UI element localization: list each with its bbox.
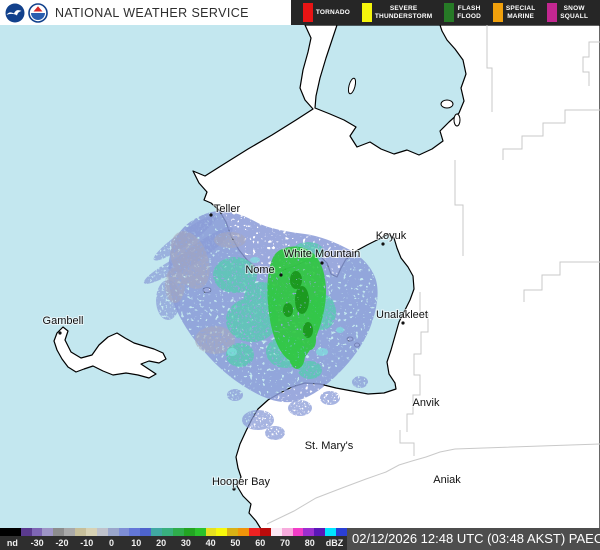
colorbar-segment: [259, 528, 271, 536]
colorbar-segment: [183, 528, 195, 536]
city-label-st-marys: St. Mary's: [305, 440, 354, 452]
city-label-gambell: Gambell: [43, 315, 84, 327]
colorbar-label: 20: [156, 538, 167, 548]
legend-item-flash-flood: FLASH FLOOD: [444, 3, 481, 22]
colorbar-segment: [162, 528, 173, 536]
city-dot-gambell: [58, 331, 62, 335]
snow-squall-swatch: [547, 3, 558, 22]
legend-item-snow-squall: SNOW SQUALL: [547, 3, 588, 22]
colorbar-segment: [0, 528, 21, 536]
colorbar-segment: [336, 528, 347, 536]
colorbar-segment: [227, 528, 239, 536]
colorbar-segment: [151, 528, 163, 536]
colorbar-segment: [31, 528, 43, 536]
bottom-status-bar: nd -30 -20 -10 0 10 20 30 40 50 60 70 80 dBZ 02/12/20…: [0, 528, 600, 550]
radar-map[interactable]: Teller Nome White Mountain Koyuk Unalakl…: [0, 25, 600, 550]
colorbar-label: 60: [255, 538, 266, 548]
city-dot-nome: [279, 273, 283, 277]
colorbar-label: -20: [55, 538, 69, 548]
colorbar-tick-labels: nd -30 -20 -10 0 10 20 30 40 50 60 70 80 dBZ: [0, 536, 347, 550]
city-label-teller: Teller: [214, 203, 241, 215]
colorbar-segment: [42, 528, 54, 536]
echo-cyan-specks: [227, 257, 344, 356]
islet-kotzebue: [453, 113, 461, 127]
city-dot-unalakleet: [401, 321, 405, 325]
colorbar-label: 0: [109, 538, 115, 548]
city-dot-koyuk: [381, 242, 385, 246]
forecast-zone-boundaries: [266, 25, 600, 525]
colorbar-label: -10: [80, 538, 94, 548]
colorbar-label: -30: [30, 538, 44, 548]
special-marine-swatch: [492, 3, 503, 22]
island-chamisso: [347, 77, 357, 95]
colorbar-gradient-strip: [0, 528, 347, 536]
colorbar-label: 70: [279, 538, 290, 548]
colorbar-segment: [129, 528, 141, 536]
tornado-swatch: [302, 3, 313, 22]
flash-flood-swatch: [444, 3, 455, 22]
city-label-white-mountain: White Mountain: [284, 248, 360, 260]
colorbar-segment: [96, 528, 108, 536]
radar-echo-layer: [143, 211, 378, 440]
colorbar-segment: [292, 528, 304, 536]
colorbar-segment: [281, 528, 293, 536]
land-mainland-alaska: [192, 25, 600, 550]
colorbar-segment: [140, 528, 152, 536]
city-labels: Teller Nome White Mountain Koyuk Unalakl…: [42, 202, 463, 489]
colorbar-segment: [249, 528, 260, 536]
legend-item-tornado: TORNADO: [302, 3, 350, 22]
colorbar-segment: [85, 528, 97, 536]
agency-title: NATIONAL WEATHER SERVICE: [55, 5, 249, 20]
severe-thunderstorm-swatch: [361, 3, 372, 22]
echo-gray-patches: [165, 231, 246, 354]
colorbar-segment: [325, 528, 337, 536]
colorbar-segment: [216, 528, 228, 536]
city-label-hooper-bay: Hooper Bay: [212, 476, 271, 488]
colorbar-label: dBZ: [325, 538, 344, 548]
colorbar-label: 40: [205, 538, 216, 548]
colorbar-label: 80: [304, 538, 315, 548]
legend-item-special-marine: SPECIAL MARINE: [492, 3, 535, 22]
colorbar-segment: [270, 528, 282, 536]
colorbar-segment: [172, 528, 184, 536]
city-label-nome: Nome: [245, 264, 274, 276]
city-label-unalakleet: Unalakleet: [376, 309, 428, 321]
city-label-aniak: Aniak: [433, 474, 461, 486]
colorbar-segment: [194, 528, 206, 536]
sea-kotzebue-sound: [314, 25, 467, 156]
echo-south-scatter: [227, 376, 368, 440]
nws-logo-icon: [28, 2, 48, 23]
legend-item-severe-thunderstorm: SEVERE THUNDERSTORM: [361, 3, 433, 22]
colorbar-segment: [53, 528, 65, 536]
city-markers: [58, 213, 405, 491]
colorbar-segment: [303, 528, 315, 536]
colorbar-segment: [314, 528, 326, 536]
colorbar-segment: [75, 528, 86, 536]
warning-legend: TORNADO SEVERE THUNDERSTORM FLASH FLOOD …: [291, 0, 600, 25]
city-dot-white-mountain: [320, 261, 324, 265]
city-label-anvik: Anvik: [413, 397, 440, 409]
reflectivity-colorbar: nd -30 -20 -10 0 10 20 30 40 50 60 70 80 dBZ: [0, 528, 347, 550]
echo-dark-green: [283, 271, 313, 338]
land-st-lawrence-island: [53, 326, 167, 379]
radar-timestamp: 02/12/2026 12:48 UTC (03:48 AKST) PAEC: [347, 528, 600, 550]
island-choris: [440, 99, 454, 109]
colorbar-segment: [107, 528, 119, 536]
colorbar-segment: [238, 528, 250, 536]
header-bar: NATIONAL WEATHER SERVICE TORNADO SEVERE …: [0, 0, 600, 25]
colorbar-segment: [205, 528, 217, 536]
colorbar-segment: [118, 528, 130, 536]
city-dot-hooper-bay: [232, 487, 236, 491]
colorbar-label: 50: [230, 538, 241, 548]
colorbar-segment: [64, 528, 76, 536]
colorbar-label: nd: [6, 538, 18, 548]
colorbar-segment: [20, 528, 32, 536]
colorbar-label: 10: [131, 538, 142, 548]
city-label-koyuk: Koyuk: [376, 230, 407, 242]
city-dot-teller: [209, 213, 213, 217]
colorbar-label: 30: [180, 538, 191, 548]
agency-brand: NATIONAL WEATHER SERVICE: [0, 2, 249, 23]
noaa-logo-icon: [5, 3, 25, 22]
